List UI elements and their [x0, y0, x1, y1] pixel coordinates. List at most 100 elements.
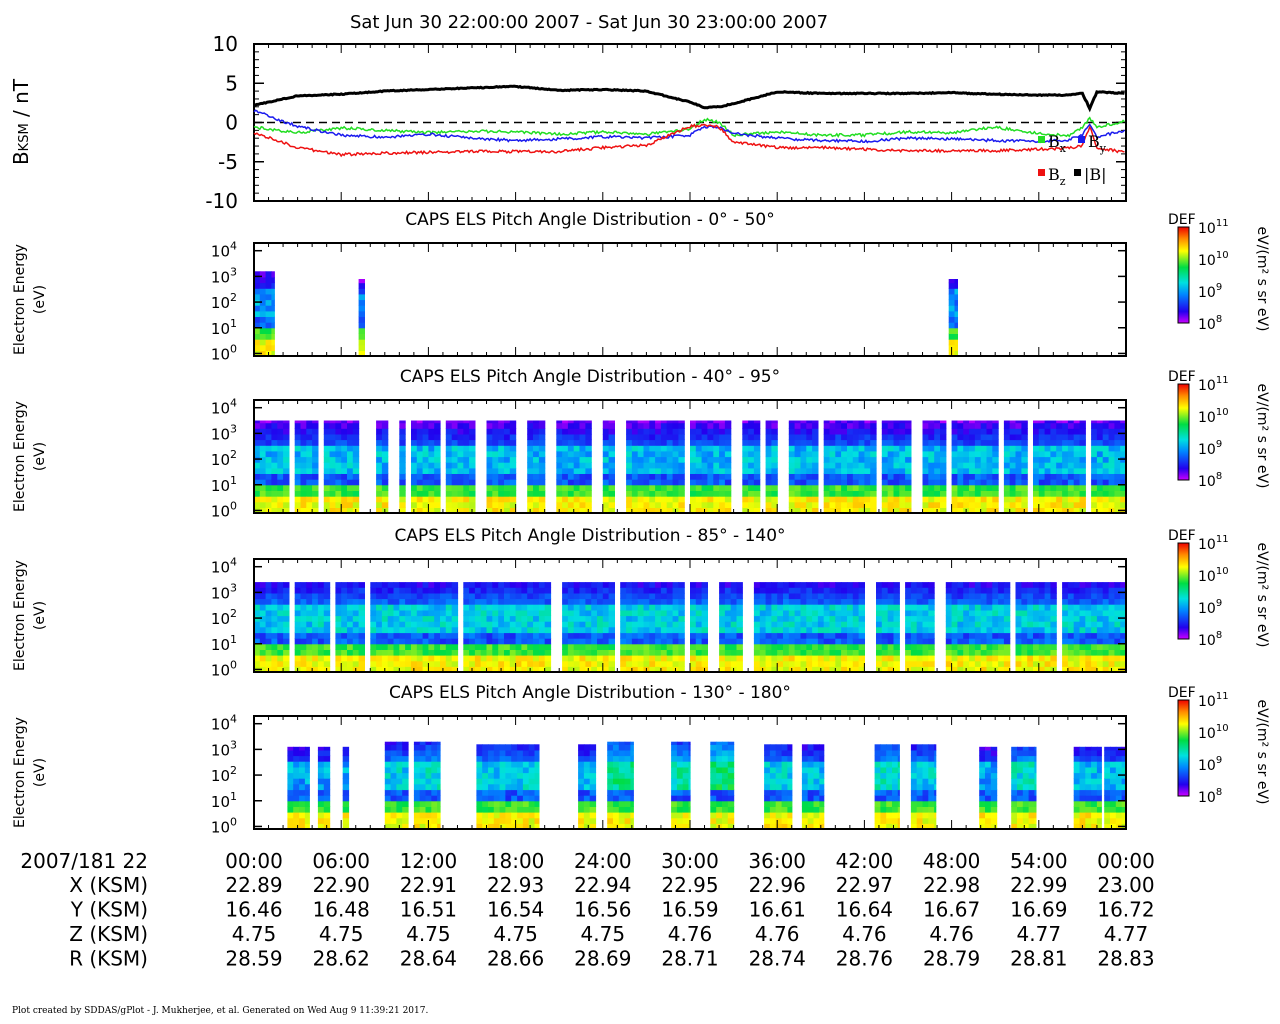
spectrogram-cell: [957, 456, 964, 463]
spectrogram-cell: [1073, 592, 1081, 600]
spectrogram-cell: [887, 484, 895, 491]
spectrogram-cell: [945, 666, 953, 673]
spectrogram-cell: [306, 615, 313, 622]
spectrogram-cell: [986, 604, 993, 611]
spectrogram-cell: [1114, 420, 1121, 424]
spectrogram-cell: [1073, 660, 1081, 667]
spectrogram-cell: [317, 749, 325, 757]
spectrogram-cell: [312, 439, 319, 446]
spectrogram-cell: [482, 772, 489, 779]
spectrogram-cell: [579, 420, 586, 424]
spectrogram-cell: [759, 638, 767, 645]
spectrogram-cell: [800, 621, 807, 628]
spectrogram-cell: [425, 744, 432, 751]
spectrogram-cell: [607, 741, 614, 745]
spectrogram-cell: [666, 621, 674, 628]
spectrogram-cell: [1073, 626, 1081, 634]
spectrogram-cell: [1067, 582, 1075, 588]
spectrogram-cell: [986, 422, 993, 429]
spectrogram-cell: [710, 755, 717, 762]
spectrogram-cell: [1120, 473, 1127, 480]
spectrogram-cell: [1085, 643, 1092, 650]
spectrogram-cell: [783, 626, 790, 634]
spectrogram-cell: [335, 626, 342, 634]
spectrogram-cell: [567, 655, 575, 662]
spectrogram-cell: [963, 462, 970, 469]
spectrogram-cell: [505, 761, 512, 768]
spectrogram-cell: [480, 598, 488, 605]
energy-tick-label: 102: [211, 607, 237, 628]
spectrogram-cell: [476, 772, 483, 779]
mag-ylabel-sub: KSM: [17, 123, 32, 151]
spectrogram-cell: [666, 643, 674, 650]
spectrogram-cell: [783, 649, 790, 656]
spectrogram-cell: [835, 445, 842, 452]
spectrogram-cell: [533, 473, 540, 480]
spectrogram-cell: [969, 456, 976, 463]
spectrogram-cell: [411, 420, 418, 424]
spectrogram-cell: [562, 655, 569, 662]
spectrogram-cell: [1091, 598, 1098, 605]
spectrogram-cell: [271, 433, 278, 441]
spectrogram-cell: [498, 433, 505, 441]
spectrogram-cell: [922, 462, 929, 469]
spectrogram-cell: [788, 422, 796, 429]
spectrogram-cell: [1102, 467, 1110, 474]
spectrogram-cell: [1085, 638, 1092, 645]
spectrogram-cell: [312, 484, 319, 491]
spectrogram-cell: [624, 806, 631, 813]
spectrogram-cell: [905, 467, 912, 474]
spectrogram-cell: [451, 592, 459, 600]
spectrogram-cell: [451, 428, 459, 435]
spectrogram-cell: [597, 666, 604, 673]
spectrogram-cell: [1003, 604, 1011, 611]
spectrogram-cell: [713, 479, 720, 486]
spectrogram-cell: [963, 422, 970, 429]
spectrogram-cell: [306, 445, 313, 452]
spectrogram-cell: [742, 439, 749, 446]
panel-title: CAPS ELS Pitch Angle Distribution - 85° …: [394, 526, 785, 546]
spectrogram-cell: [1033, 638, 1040, 645]
spectrogram-cell: [585, 456, 592, 463]
spectrogram-cell: [765, 422, 772, 429]
spectrogram-cell: [341, 626, 348, 634]
spectrogram-cell: [499, 817, 506, 824]
spectrogram-cell: [643, 638, 650, 645]
spectrogram-cell: [300, 479, 307, 486]
spectrogram-cell: [765, 587, 772, 594]
spectrogram-cell: [748, 420, 755, 424]
spectrogram-cell: [910, 604, 918, 611]
spectrogram-cell: [1067, 655, 1075, 662]
spectrogram-cell: [579, 467, 586, 474]
spectrogram-cell: [457, 507, 464, 514]
spectrogram-cell: [998, 598, 1005, 605]
spectrogram-cell: [643, 643, 650, 650]
spectrogram-cell: [847, 609, 854, 617]
spectrogram-cell: [986, 592, 993, 600]
spectrogram-cell: [626, 632, 633, 639]
spectrogram-cell: [649, 666, 656, 673]
spectrogram-cell: [788, 456, 796, 463]
spectrogram-cell: [589, 812, 597, 819]
spectrogram-cell: [794, 604, 801, 611]
spectrogram-cell: [631, 592, 639, 600]
spectrogram-cell: [1096, 473, 1104, 480]
spectrogram-cell: [482, 744, 489, 751]
spectrogram-cell: [283, 507, 290, 514]
spectrogram-cell: [1038, 609, 1046, 617]
spectrogram-cell: [858, 507, 865, 514]
spectrogram-cell: [777, 626, 784, 634]
spectrogram-cell: [387, 660, 395, 667]
spectrogram-cell: [806, 450, 813, 458]
spectrogram-cell: [562, 490, 569, 497]
spectrogram-cell: [358, 615, 365, 622]
spectrogram-cell: [1091, 632, 1098, 639]
spectrogram-cell: [1015, 626, 1022, 634]
spectrogram-cell: [1050, 467, 1057, 474]
spectrogram-cell: [457, 467, 464, 474]
spectrogram-cell: [474, 598, 482, 605]
spectrogram-cell: [1114, 649, 1121, 656]
spectrogram-cell: [722, 783, 729, 791]
spectrogram-cell: [293, 749, 300, 757]
spectrogram-cell: [671, 783, 678, 791]
